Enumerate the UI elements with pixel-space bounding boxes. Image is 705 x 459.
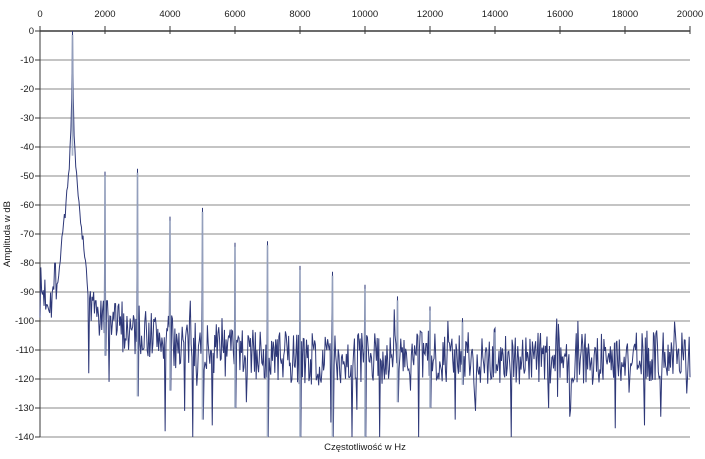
spectrum-line — [39, 30, 691, 438]
x-tick-labels: 0 2000 4000 6000 8000 10000 12000 14000 16000 180… — [37, 9, 703, 20]
spectrum-series — [39, 30, 691, 438]
x-tick-label: 6000 — [224, 9, 245, 20]
y-axis-title: Amplituda w dB — [2, 201, 13, 267]
y-tick-label: -40 — [20, 142, 34, 153]
y-tick-label: -30 — [20, 113, 34, 124]
y-tick-label: 0 — [29, 26, 34, 37]
x-tick-label: 16000 — [547, 9, 573, 20]
y-tick-label: -100 — [15, 316, 34, 327]
y-tick-label: -60 — [20, 200, 34, 211]
y-tick-label: -20 — [20, 84, 34, 95]
y-tick-label: -90 — [20, 287, 34, 298]
x-tick-label: 0 — [37, 9, 42, 20]
x-tick-label: 10000 — [352, 9, 378, 20]
y-tick-label: -70 — [20, 229, 34, 240]
x-tick-label: 20000 — [677, 9, 703, 20]
y-tick-label: -10 — [20, 55, 34, 66]
x-tick-label: 4000 — [159, 9, 180, 20]
x-tick-label: 14000 — [482, 9, 508, 20]
y-tick-label: -80 — [20, 258, 34, 269]
x-tick-label: 2000 — [94, 9, 115, 20]
y-tick-label: -140 — [15, 432, 34, 443]
y-tick-labels: 0 -10 -20 -30 -40 -50 -60 -70 -80 -90 -100 -110 -120… — [15, 26, 34, 443]
y-tick-label: -50 — [20, 171, 34, 182]
x-tick-label: 18000 — [612, 9, 638, 20]
x-axis-title: Częstotliwość w Hz — [324, 442, 406, 453]
x-tick-label: 12000 — [417, 9, 443, 20]
y-tick-label: -130 — [15, 403, 34, 414]
y-tick-label: -120 — [15, 374, 34, 385]
y-tick-label: -110 — [16, 345, 34, 356]
axis-ticks — [35, 26, 691, 438]
x-tick-label: 8000 — [289, 9, 310, 20]
